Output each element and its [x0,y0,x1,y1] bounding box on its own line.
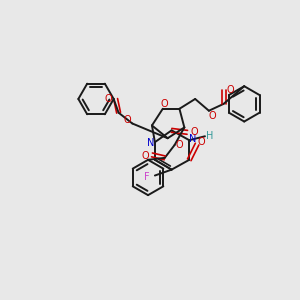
Text: O: O [227,85,234,95]
Text: F: F [144,172,150,182]
Text: H: H [206,131,214,141]
Text: O: O [124,115,131,124]
Text: N: N [147,138,155,148]
Text: O: O [190,127,198,137]
Text: N: N [188,134,196,144]
Text: O: O [176,140,183,150]
Text: O: O [208,111,216,121]
Text: O: O [161,99,169,109]
Text: O: O [197,137,205,147]
Text: O: O [141,151,149,161]
Text: O: O [105,94,112,104]
